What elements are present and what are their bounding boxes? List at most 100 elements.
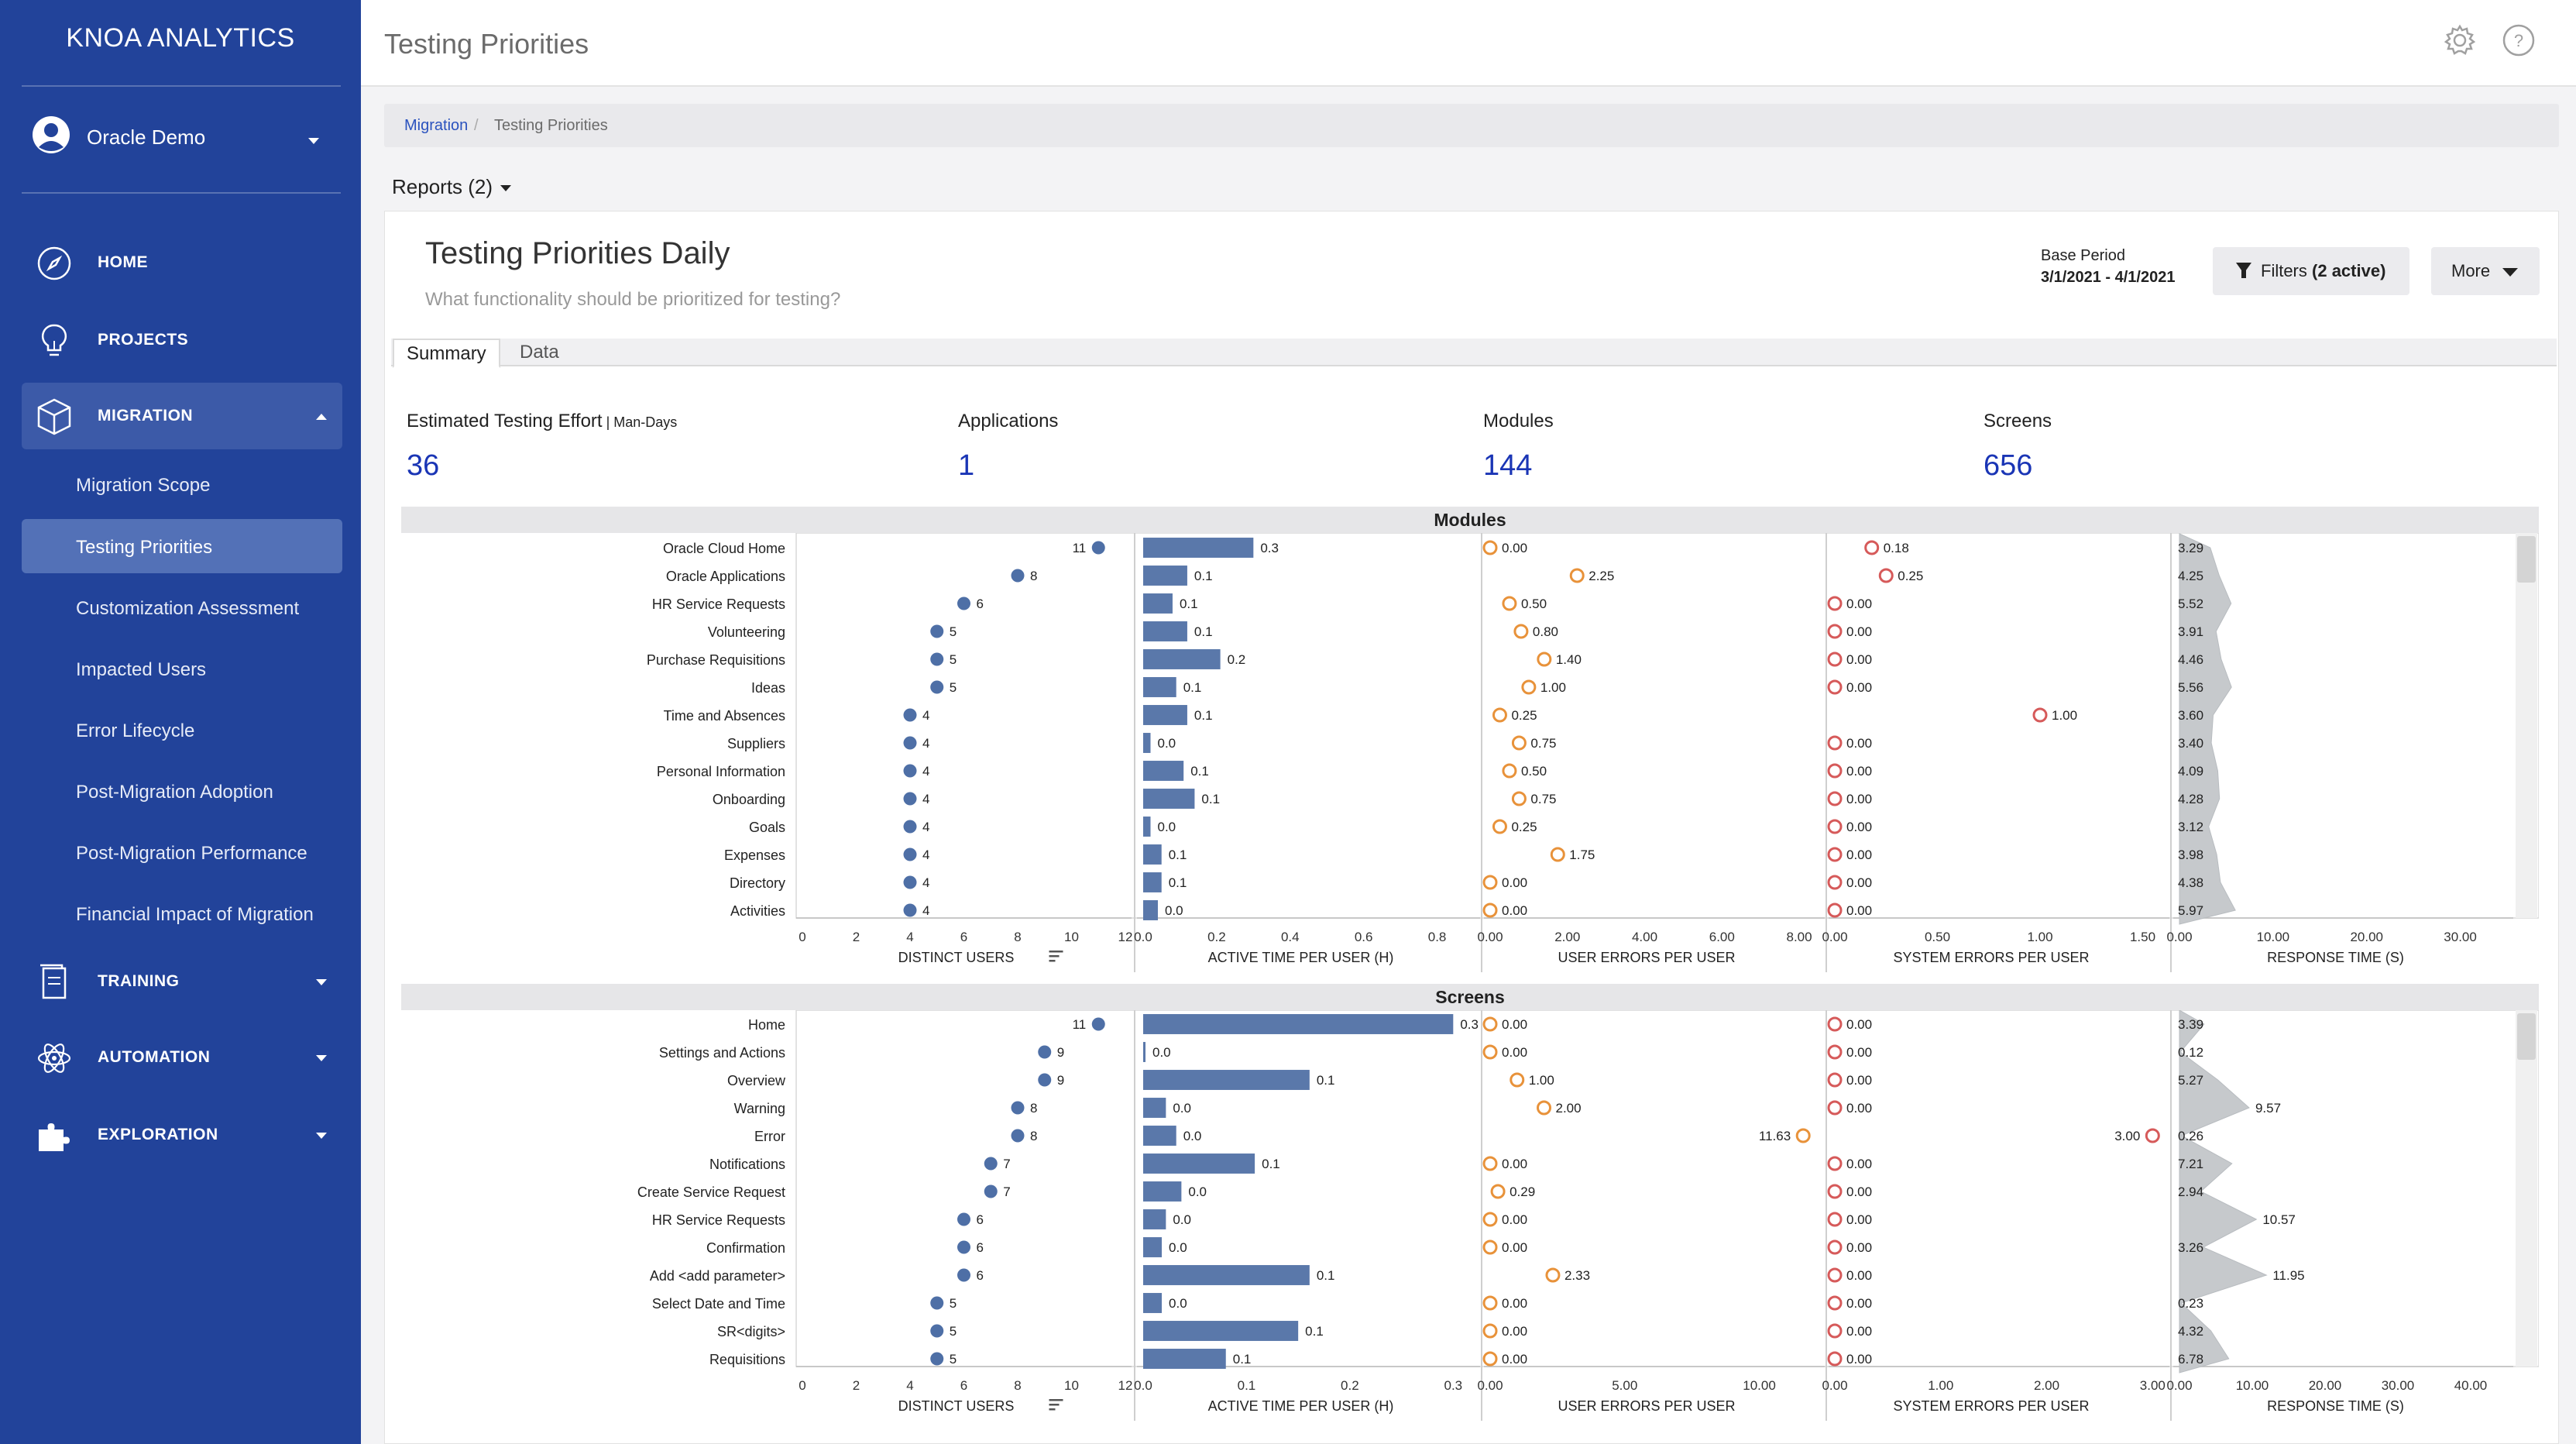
data-label: 0.75 bbox=[1530, 792, 1556, 806]
nav-exploration[interactable]: EXPLORATION bbox=[22, 1102, 342, 1168]
active-time-bar bbox=[1143, 1349, 1226, 1369]
gear-icon[interactable] bbox=[2443, 23, 2477, 57]
data-label: 5 bbox=[950, 1352, 957, 1367]
data-label: 9 bbox=[1057, 1045, 1064, 1060]
data-label: 2.25 bbox=[1589, 569, 1614, 583]
data-label: 1.00 bbox=[2052, 708, 2077, 723]
data-label: 0.0 bbox=[1173, 1101, 1191, 1116]
svg-text:?: ? bbox=[2514, 31, 2523, 50]
active-time-bar bbox=[1143, 817, 1151, 837]
data-label: 8 bbox=[1030, 569, 1037, 583]
subnav-post-migration-performance[interactable]: Post-Migration Performance bbox=[76, 843, 307, 864]
subnav-error-lifecycle[interactable]: Error Lifecycle bbox=[76, 720, 195, 741]
data-label: 1.00 bbox=[1529, 1073, 1554, 1088]
nav-migration[interactable]: MIGRATION bbox=[22, 383, 342, 449]
brand-logo[interactable]: KNOA ANALYTICS bbox=[66, 23, 295, 53]
category-label: Confirmation bbox=[706, 1240, 785, 1256]
data-label: 7 bbox=[1003, 1157, 1010, 1171]
data-label: 0.75 bbox=[1530, 736, 1556, 751]
data-label: 1.75 bbox=[1569, 847, 1595, 862]
user-menu[interactable]: Oracle Demo bbox=[31, 115, 341, 161]
data-label: 11.63 bbox=[1759, 1129, 1791, 1143]
distinct-users-dot bbox=[903, 875, 917, 889]
chevron-down-icon bbox=[316, 1055, 327, 1061]
data-label: 0.50 bbox=[1521, 597, 1547, 611]
subnav-impacted-users[interactable]: Impacted Users bbox=[76, 659, 207, 680]
subnav-financial-impact[interactable]: Financial Impact of Migration bbox=[76, 904, 314, 925]
user-errors-ring bbox=[1569, 568, 1585, 583]
breadcrumb-separator: / bbox=[474, 117, 479, 134]
tick-label: 0.00 bbox=[2166, 930, 2192, 944]
user-errors-ring bbox=[1550, 847, 1565, 862]
data-label: 4 bbox=[922, 736, 929, 751]
category-label: Error bbox=[754, 1129, 785, 1144]
report-subtitle: What functionality should be prioritized… bbox=[425, 289, 841, 310]
data-label: 0.00 bbox=[1846, 1352, 1872, 1367]
base-period-value: 3/1/2021 - 4/1/2021 bbox=[2041, 269, 2176, 286]
distinct-users-dot bbox=[903, 764, 917, 778]
data-label: 0.1 bbox=[1194, 624, 1213, 639]
data-label: 3.29 bbox=[2178, 541, 2203, 555]
nav-home[interactable]: HOME bbox=[22, 229, 342, 296]
tab-data[interactable]: Data bbox=[520, 342, 559, 363]
distinct-users-dot bbox=[1091, 541, 1105, 555]
nav-label: TRAINING bbox=[98, 972, 180, 990]
active-time-bar bbox=[1143, 566, 1187, 586]
reports-dropdown[interactable]: Reports (2) bbox=[392, 175, 512, 199]
data-label: 0.0 bbox=[1157, 736, 1176, 751]
user-errors-ring bbox=[1490, 1184, 1506, 1199]
tick-label: 3.00 bbox=[2140, 1378, 2166, 1393]
category-label: Suppliers bbox=[727, 736, 785, 751]
active-time-bar bbox=[1143, 733, 1151, 753]
category-label: Goals bbox=[749, 820, 785, 835]
system-errors-ring bbox=[1827, 624, 1843, 639]
filters-button[interactable]: Filters (2 active) bbox=[2213, 247, 2409, 295]
scrollbar-thumb bbox=[2517, 536, 2536, 583]
category-label: SR<digits> bbox=[717, 1324, 785, 1339]
category-label: HR Service Requests bbox=[652, 1212, 785, 1228]
caret-down-icon bbox=[2502, 268, 2518, 277]
tick-label: 4.00 bbox=[1632, 930, 1657, 944]
help-icon[interactable]: ? bbox=[2502, 23, 2536, 57]
subnav-post-migration-adoption[interactable]: Post-Migration Adoption bbox=[76, 782, 273, 803]
data-label: 6 bbox=[977, 1268, 984, 1283]
data-label: 0.00 bbox=[1846, 1240, 1872, 1255]
tick-label: 0.2 bbox=[1341, 1378, 1359, 1393]
response-time-area bbox=[2179, 1010, 2268, 1374]
subnav-testing-priorities[interactable]: Testing Priorities bbox=[22, 519, 342, 573]
scrollbar-thumb bbox=[2517, 1013, 2536, 1060]
data-label: 0.00 bbox=[1502, 1017, 1527, 1032]
category-label: Oracle Applications bbox=[666, 569, 785, 584]
data-label: 3.91 bbox=[2178, 624, 2203, 639]
nav-training[interactable]: TRAINING bbox=[22, 948, 342, 1015]
data-label: 4.25 bbox=[2178, 569, 2203, 583]
sort-icon bbox=[1049, 1408, 1056, 1411]
nav-automation[interactable]: AUTOMATION bbox=[22, 1024, 342, 1091]
data-label: 0.23 bbox=[2178, 1296, 2203, 1311]
data-label: 0.00 bbox=[1846, 903, 1872, 918]
active-time-bar bbox=[1143, 705, 1187, 725]
tick-label: 10 bbox=[1064, 930, 1079, 944]
category-label: Onboarding bbox=[713, 792, 785, 807]
more-button[interactable]: More bbox=[2431, 247, 2540, 295]
kpi-modules-value: 144 bbox=[1483, 449, 1533, 482]
data-label: 0.50 bbox=[1521, 764, 1547, 779]
breadcrumb-link-migration[interactable]: Migration bbox=[404, 117, 469, 134]
subnav-customization-assessment[interactable]: Customization Assessment bbox=[76, 598, 300, 619]
data-label: 4.32 bbox=[2178, 1324, 2203, 1339]
distinct-users-dot bbox=[903, 708, 917, 722]
data-label: 0.3 bbox=[1260, 541, 1279, 555]
user-errors-ring bbox=[1482, 1044, 1498, 1060]
data-label: 6 bbox=[977, 1240, 984, 1255]
subnav-migration-scope[interactable]: Migration Scope bbox=[76, 475, 211, 496]
active-time-bar bbox=[1143, 1321, 1299, 1341]
data-label: 0.00 bbox=[1846, 1324, 1872, 1339]
modules-chart: Oracle Cloud Home Oracle Applications HR S… bbox=[647, 533, 2539, 972]
more-label: More bbox=[2451, 261, 2491, 280]
nav-projects[interactable]: PROJECTS bbox=[22, 307, 342, 373]
data-label: 0.0 bbox=[1165, 903, 1183, 918]
data-label: 0.00 bbox=[1846, 1296, 1872, 1311]
data-label: 0.3 bbox=[1460, 1017, 1479, 1032]
tab-summary[interactable]: Summary bbox=[393, 339, 500, 368]
cube-icon bbox=[37, 398, 71, 435]
